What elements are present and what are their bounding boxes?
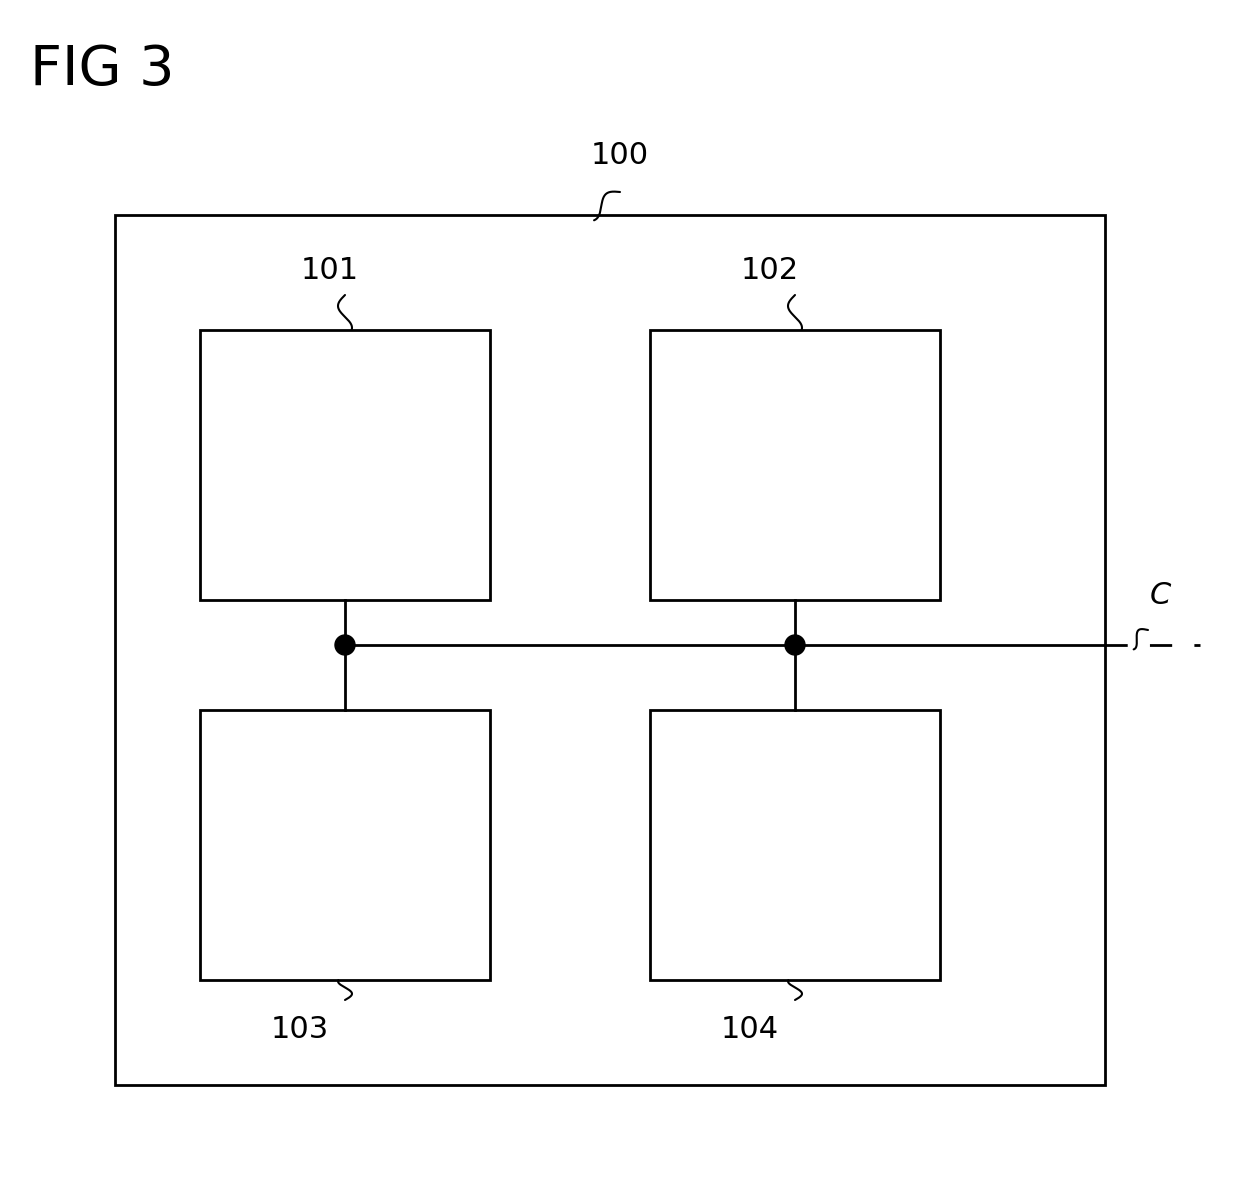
Bar (115, 215, 1105, 1085)
Text: 100: 100 (591, 141, 649, 169)
Circle shape (785, 635, 805, 655)
Bar (200, 710, 490, 980)
Circle shape (335, 635, 355, 655)
Text: 101: 101 (301, 256, 360, 284)
Text: 103: 103 (270, 1015, 329, 1045)
Text: 102: 102 (742, 256, 799, 284)
Text: 104: 104 (720, 1015, 779, 1045)
Bar (200, 330, 490, 600)
Bar (650, 710, 940, 980)
Text: FIG 3: FIG 3 (30, 43, 175, 97)
Text: C: C (1149, 581, 1171, 609)
Bar (650, 330, 940, 600)
